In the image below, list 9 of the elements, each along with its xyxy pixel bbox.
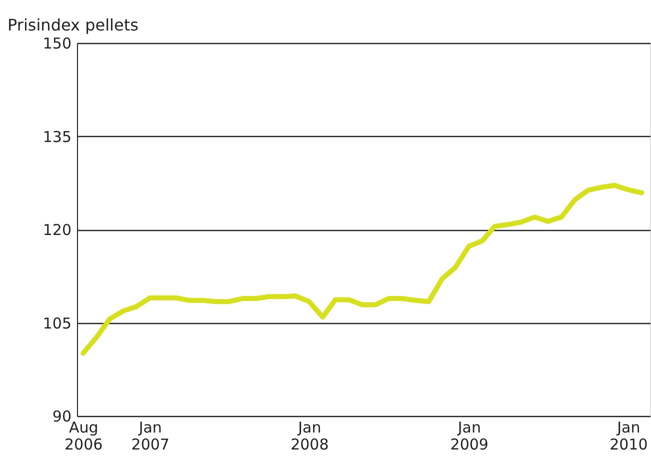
x-tick-label: Jan 2009 [450,418,488,454]
y-tick-label: 150 [42,34,72,52]
y-tick-label: 105 [42,314,72,332]
y-tick-label: 120 [42,221,72,239]
x-tick-label: Jan 2008 [290,418,329,454]
y-axis-title: Prisindex pellets [8,16,138,34]
x-tick-label: Jan 2007 [131,418,170,454]
y-tick-label: 135 [42,128,72,146]
x-tick-label: Jan 2010 [610,418,648,454]
